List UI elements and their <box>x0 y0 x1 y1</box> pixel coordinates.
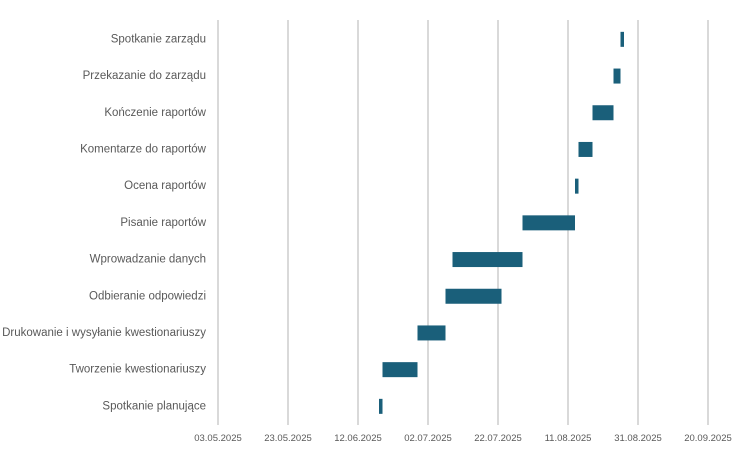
task-bar <box>620 31 624 47</box>
task-label: Drukowanie i wysyłanie kwestionariuszy <box>2 327 206 339</box>
task-label: Kończenie raportów <box>104 107 206 119</box>
task-label: Pisanie raportów <box>120 217 206 229</box>
x-tick-label: 23.05.2025 <box>264 433 312 444</box>
task-bar <box>613 68 621 84</box>
task-bar <box>592 105 614 121</box>
x-tick-label: 31.08.2025 <box>614 433 662 444</box>
task-label: Ocena raportów <box>124 180 207 192</box>
x-tick-label: 12.06.2025 <box>334 433 382 444</box>
x-axis-tick-labels: 03.05.2025 23.05.2025 12.06.2025 02.07.2025… <box>194 433 732 444</box>
x-tick-label: 03.05.2025 <box>194 433 242 444</box>
task-bar <box>522 215 575 231</box>
task-bar <box>417 325 446 341</box>
x-tick-label: 20.09.2025 <box>684 433 732 444</box>
task-bar <box>575 178 579 194</box>
x-tick-label: 22.07.2025 <box>474 433 522 444</box>
x-tick-label: 11.08.2025 <box>545 433 592 444</box>
task-bar <box>445 288 502 304</box>
task-bars <box>379 31 624 414</box>
task-bar <box>379 398 383 414</box>
task-bar <box>452 252 523 268</box>
task-label: Tworzenie kwestionariuszy <box>69 364 206 376</box>
task-label: Wprowadzanie danych <box>90 254 206 266</box>
task-bar <box>382 362 418 378</box>
task-label: Spotkanie zarządu <box>111 33 206 45</box>
task-label: Przekazanie do zarządu <box>83 70 206 82</box>
task-bar <box>578 141 593 157</box>
category-labels: Spotkanie zarządu Przekazanie do zarządu K… <box>2 33 207 412</box>
task-label: Spotkanie planujące <box>102 400 206 412</box>
task-label: Komentarze do raportów <box>80 143 207 155</box>
gridlines <box>217 20 709 425</box>
task-label: Odbieranie odpowiedzi <box>89 290 206 302</box>
x-tick-label: 02.07.2025 <box>404 433 452 444</box>
